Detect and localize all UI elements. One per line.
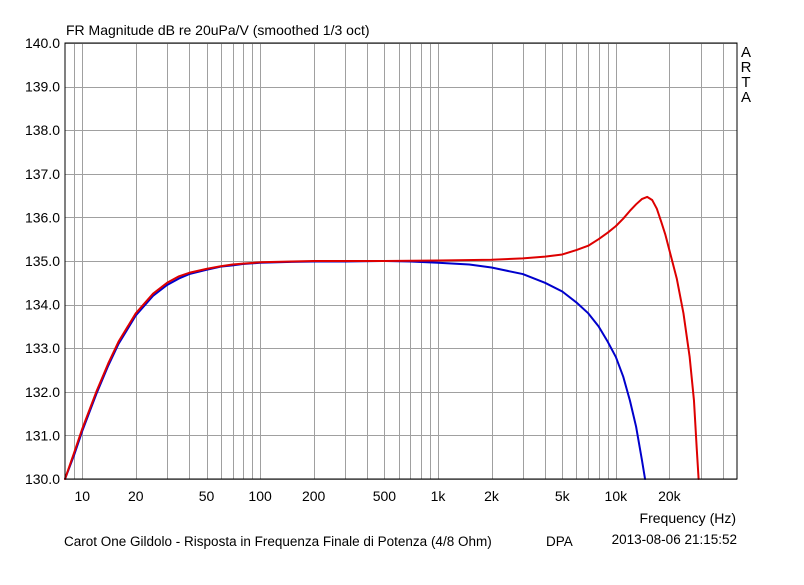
y-tick-label: 134.0 bbox=[25, 297, 60, 313]
x-tick-label: 100 bbox=[248, 488, 272, 504]
watermark-letter: T bbox=[741, 74, 750, 91]
y-tick-label: 132.0 bbox=[25, 384, 60, 400]
y-tick-label: 140.0 bbox=[25, 35, 60, 51]
plot-frame bbox=[64, 42, 738, 480]
y-tick-labels: 130.0 131.0 132.0 133.0 134.0 135.0 136.0 137.0… bbox=[25, 35, 60, 487]
footer-timestamp: 2013-08-06 21:15:52 bbox=[612, 532, 737, 547]
x-tick-label: 10k bbox=[605, 488, 629, 504]
x-axis-label: Frequency (Hz) bbox=[640, 510, 736, 526]
x-tick-label: 20k bbox=[658, 488, 682, 504]
y-tick-label: 139.0 bbox=[25, 79, 60, 95]
y-tick-label: 133.0 bbox=[25, 340, 60, 356]
x-tick-label: 2k bbox=[484, 488, 500, 504]
watermark-letter: R bbox=[741, 59, 752, 76]
y-tick-label: 131.0 bbox=[25, 427, 60, 443]
x-tick-label: 5k bbox=[555, 488, 571, 504]
x-tick-label: 50 bbox=[199, 488, 215, 504]
series-line-2 bbox=[64, 195, 700, 480]
watermark-letter: A bbox=[741, 89, 751, 106]
x-tick-label: 500 bbox=[373, 488, 397, 504]
y-tick-label: 137.0 bbox=[25, 166, 60, 182]
x-tick-label: 10 bbox=[74, 488, 90, 504]
y-tick-label: 135.0 bbox=[25, 253, 60, 269]
watermark-letter: A bbox=[741, 44, 751, 61]
series-layer bbox=[64, 195, 700, 480]
chart-title: FR Magnitude dB re 20uPa/V (smoothed 1/3… bbox=[66, 22, 370, 38]
footer-caption: Carot One Gildolo - Risposta in Frequenz… bbox=[64, 534, 492, 549]
footer-label: DPA bbox=[546, 534, 573, 549]
y-tick-label: 130.0 bbox=[25, 471, 60, 487]
x-tick-label: 20 bbox=[128, 488, 144, 504]
x-tick-labels: 10 20 50 100 200 500 1k 2k 5k 10k 20k bbox=[74, 488, 681, 504]
y-tick-label: 138.0 bbox=[25, 122, 60, 138]
y-tick-label: 136.0 bbox=[25, 209, 60, 225]
x-tick-label: 200 bbox=[302, 488, 326, 504]
x-tick-label: 1k bbox=[431, 488, 447, 504]
